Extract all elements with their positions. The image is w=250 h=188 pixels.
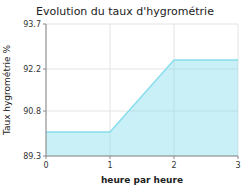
x-axis-label: heure par heure	[101, 175, 183, 185]
y-tick-label: 90.8	[23, 107, 41, 116]
x-tick-label: 3	[235, 161, 240, 170]
x-tick	[46, 156, 47, 159]
plot-area	[46, 60, 238, 156]
x-axis-line	[46, 156, 238, 157]
x-tick	[110, 156, 111, 159]
y-tick-label: 93.7	[23, 20, 41, 29]
grid	[46, 24, 238, 156]
x-tick-label: 2	[171, 161, 176, 170]
axes: 89.3 90.8 92.2 93.7 0 1 2 3	[23, 20, 240, 170]
title: Evolution du taux d'hygrométrie	[36, 5, 214, 18]
x-tick	[174, 156, 175, 159]
x-tick-label: 0	[43, 161, 48, 170]
area	[46, 60, 238, 156]
y-tick-label: 92.2	[23, 65, 41, 74]
y-axis-label: Taux hygrométrie %	[2, 44, 12, 136]
grid-line	[46, 156, 238, 157]
chart: 89.3 90.8 92.2 93.7 0 1 2 3 Evolution du taux d'…	[0, 0, 250, 188]
grid-line	[46, 24, 47, 156]
line	[46, 60, 238, 132]
y-tick	[43, 111, 46, 112]
grid-line	[46, 24, 238, 25]
y-tick	[43, 24, 46, 25]
y-axis-line	[46, 24, 47, 156]
y-tick	[43, 69, 46, 70]
y-tick-label: 89.3	[23, 152, 41, 161]
x-tick-label: 1	[107, 161, 112, 170]
x-tick	[238, 156, 239, 159]
